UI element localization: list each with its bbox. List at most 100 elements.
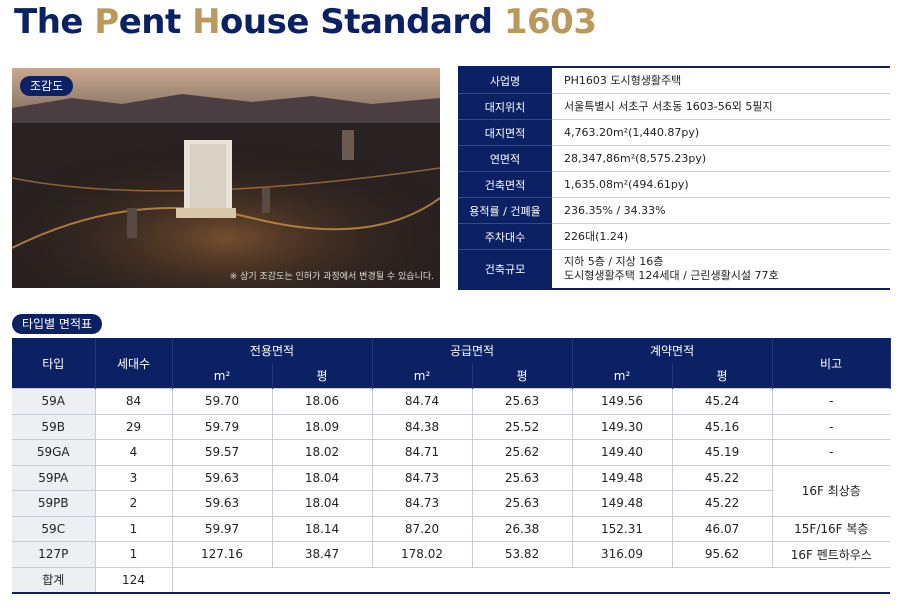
title-part: 1603 [503,2,597,42]
info-value: 지하 5층 / 지상 16층 도시형생활주택 124세대 / 근린생활시설 77호 [552,249,890,290]
table-cell: 45.22 [671,464,773,491]
table-cell: 59PA [12,464,96,491]
header-subcell: 평 [672,363,773,389]
city-scene [11,68,441,288]
table-row: 59A 84 59.70 18.06 84.74 25.63 149.56 45.24- [12,388,891,415]
table-cell: 84.73 [371,464,473,491]
info-line: 226대(1.24) [564,229,629,243]
info-value: 28,347,86m²(8,575.23py) [552,145,890,172]
header-cell: 세대수 [95,338,173,389]
title-part: ent [118,2,193,42]
header-cell: 비고 [772,338,891,389]
header-row: 타입 세대수 전용면적 공급면적 계약면적 비고 [12,338,891,389]
table-cell: 38.47 [271,541,373,568]
remark-cell: 16F 펜트하우스 [771,541,891,568]
table-cell: 18.04 [271,490,373,517]
title-part: ouse Standard [220,2,504,42]
header-row: m² 평 m² 평 m² 평 [12,363,890,389]
table-cell: 25.63 [471,388,573,415]
info-value: 4,763.20m²(1,440.87py) [552,119,890,146]
header-cell: 계약면적 [572,338,773,363]
table-cell: 45.19 [671,439,773,466]
area-table: 타입 세대수 전용면적 공급면적 계약면적 비고 m² 평 m² 평 m² 평 59A 84 59.70 18… [12,338,891,594]
table-cell: 59C [12,515,96,542]
table-cell: 25.63 [471,490,573,517]
header-cell: 전용면적 [172,338,373,363]
info-line: 28,347,86m²(8,575.23py) [564,151,707,165]
header-cell: 공급면적 [372,338,573,363]
table-cell: 18.02 [271,439,373,466]
table-cell: 149.48 [571,464,673,491]
info-line: PH1603 도시형생활주택 [564,73,682,87]
table-cell: 84.73 [371,490,473,517]
table-cell: 59.57 [171,439,273,466]
header-subcell: m² [572,363,673,389]
table-row: 합계 124 [12,566,891,594]
table-cell: 25.63 [471,464,573,491]
table-row: 59PB 2 59.63 18.04 84.73 25.63 149.48 45.22 [12,490,890,517]
table-cell: 149.48 [571,490,673,517]
table-cell: 18.14 [271,515,373,542]
info-line: 서울특별시 서초구 서초동 1603-56외 5필지 [564,99,773,113]
header-cell: 타입 [12,338,96,389]
remark-cell: 15F/16F 복층 [771,515,891,542]
table-cell: 45.24 [671,388,773,415]
table-row: 59PA 3 59.63 18.04 84.73 25.63 149.48 45.22 16F … [12,464,891,517]
image-caption: ※ 상기 조감도는 인허가 과정에서 변경될 수 있습니다. [229,272,434,282]
header-subcell: m² [372,363,473,389]
table-cell: 84.38 [371,413,473,440]
remark-cell: - [771,388,891,415]
info-row: 대지위치 서울특별시 서초구 서초동 1603-56외 5필지 [458,93,890,120]
info-line: 1,635.08m²(494.61py) [564,177,689,191]
table-cell: 149.30 [571,413,673,440]
section-title: 타입별 면적표 [12,314,103,334]
header-subcell: m² [172,363,273,389]
info-label: 건축면적 [458,171,552,198]
info-label: 주차대수 [458,223,552,250]
table-cell: 127.16 [171,541,273,568]
info-value: 1,635.08m²(494.61py) [552,171,890,198]
info-label: 대지면적 [458,119,552,146]
title-part: P [94,2,119,42]
info-line: 236.35% / 34.33% [564,203,666,217]
table-cell: 84 [94,388,173,415]
info-value: 226대(1.24) [552,223,890,250]
header-subcell: 평 [472,363,573,389]
title-part: The [14,2,95,42]
table-row: 59B 29 59.79 18.09 84.38 25.52 149.30 45.16- [12,413,891,440]
table-cell: 26.38 [471,515,573,542]
table-cell: 84.74 [371,388,473,415]
info-label: 건축규모 [458,249,552,290]
info-label: 용적률 / 건폐율 [458,197,552,224]
info-row: 주차대수 226대(1.24) [458,223,890,250]
table-cell: 4 [94,439,173,466]
info-row: 건축면적 1,635.08m²(494.61py) [458,171,890,198]
info-label: 사업명 [458,67,552,94]
table-cell: 1 [94,515,173,542]
table-cell: 127P [12,541,96,568]
table-cell: 59B [12,413,96,440]
info-line: 도시형생활주택 124세대 / 근린생활시설 77호 [564,269,779,282]
table-cell: 59PB [12,490,96,517]
table-cell: 87.20 [371,515,473,542]
table-cell: 53.82 [471,541,573,568]
table-cell: 18.06 [271,388,373,415]
table-row: 59C 1 59.97 18.14 87.20 26.38 152.31 46.07 15F/1… [12,515,891,542]
remark-cell: - [771,413,891,440]
info-row: 연면적 28,347,86m²(8,575.23py) [458,145,890,172]
info-label: 대지위치 [458,93,552,120]
info-row: 대지면적 4,763.20m²(1,440.87py) [458,119,890,146]
table-cell: 178.02 [371,541,473,568]
info-value: 236.35% / 34.33% [552,197,890,224]
table-cell: 합계 [12,566,96,594]
header-subcell: 평 [272,363,373,389]
table-cell: 2 [94,490,173,517]
info-value: PH1603 도시형생활주택 [552,67,890,94]
info-row: 용적률 / 건폐율 236.35% / 34.33% [458,197,890,224]
remark-cell: - [771,439,891,466]
table-row: 127P 1 127.16 38.47 178.02 53.82 316.09 95.62 16… [12,541,891,568]
info-row: 건축규모 지하 5층 / 지상 16층 도시형생활주택 124세대 / 근린생활시설… [458,249,890,290]
table-cell: 59A [12,388,96,415]
